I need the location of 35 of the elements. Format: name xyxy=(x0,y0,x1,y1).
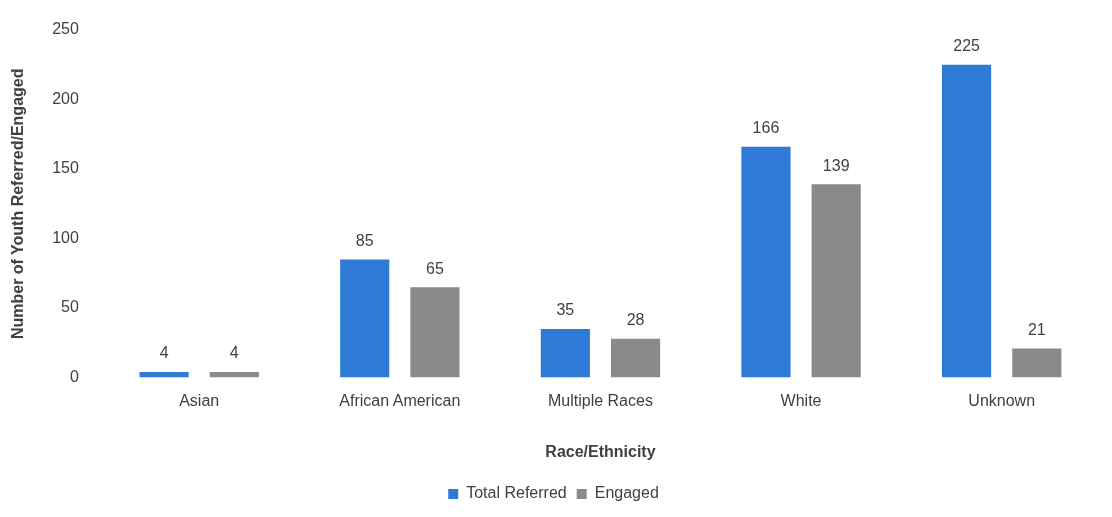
data-label: 21 xyxy=(1027,320,1046,338)
y-tick-label: 150 xyxy=(52,159,79,177)
bar xyxy=(1012,348,1062,378)
x-tick-label: Multiple Races xyxy=(547,391,653,409)
data-label: 85 xyxy=(355,231,374,249)
bar xyxy=(741,146,791,378)
data-label: 28 xyxy=(626,311,645,329)
y-tick-label: 200 xyxy=(52,89,79,107)
legend-label: Engaged xyxy=(594,484,659,502)
bar xyxy=(540,328,590,378)
y-axis-title: Number of Youth Referred/Engaged xyxy=(9,68,27,340)
legend-label: Total Referred xyxy=(466,484,567,502)
x-tick-label: African American xyxy=(339,391,461,409)
x-tick-label: White xyxy=(780,391,822,409)
bar xyxy=(340,259,390,378)
y-tick-label: 250 xyxy=(52,20,79,38)
bar xyxy=(139,372,189,378)
x-tick-label: Asian xyxy=(179,391,220,409)
bar xyxy=(410,287,460,378)
y-tick-label: 50 xyxy=(61,298,79,316)
data-label: 139 xyxy=(822,156,850,174)
y-tick-label: 0 xyxy=(69,368,79,386)
bar xyxy=(209,372,259,378)
data-label: 35 xyxy=(556,301,575,319)
data-label: 166 xyxy=(752,119,780,137)
x-axis-title: Race/Ethnicity xyxy=(545,442,656,460)
data-label: 4 xyxy=(229,344,239,362)
bar xyxy=(942,64,992,378)
x-tick-label: Unknown xyxy=(968,391,1036,409)
bar xyxy=(811,184,861,378)
data-label: 65 xyxy=(426,259,444,277)
data-label: 225 xyxy=(953,37,981,55)
data-label: 4 xyxy=(159,344,169,362)
bar xyxy=(610,338,661,378)
y-tick-label: 100 xyxy=(52,228,79,246)
